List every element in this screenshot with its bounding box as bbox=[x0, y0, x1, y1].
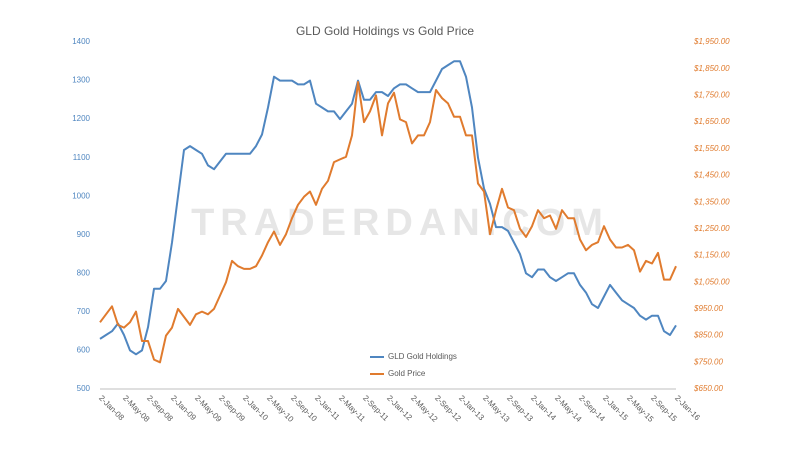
y2-tick-label: $1,450.00 bbox=[693, 171, 730, 180]
y2-tick-label: $1,950.00 bbox=[693, 37, 730, 46]
y-tick-label: 500 bbox=[77, 384, 91, 393]
watermark: TRADERDAN.COM bbox=[191, 202, 609, 244]
y2-tick-label: $1,850.00 bbox=[693, 64, 730, 73]
x-tick-label: 2-Jan-16 bbox=[673, 394, 702, 423]
y2-tick-label: $650.00 bbox=[693, 384, 723, 393]
legend-label: GLD Gold Holdings bbox=[388, 352, 457, 361]
series-line bbox=[99, 81, 677, 364]
y-tick-label: 1000 bbox=[72, 191, 90, 200]
chart-title: GLD Gold Holdings vs Gold Price bbox=[296, 24, 474, 38]
y-tick-label: 1200 bbox=[72, 114, 90, 123]
y-tick-label: 1100 bbox=[73, 153, 91, 162]
y2-tick-label: $1,050.00 bbox=[693, 277, 730, 286]
y2-tick-label: $1,650.00 bbox=[693, 117, 730, 126]
y2-tick-label: $1,550.00 bbox=[693, 144, 730, 153]
y2-tick-label: $1,350.00 bbox=[693, 197, 730, 206]
y-tick-label: 1300 bbox=[72, 76, 90, 85]
series-line bbox=[99, 60, 677, 356]
y2-tick-label: $750.00 bbox=[693, 357, 723, 366]
y-tick-label: 1400 bbox=[72, 37, 90, 46]
y2-tick-label: $1,150.00 bbox=[693, 251, 730, 260]
legend-label: Gold Price bbox=[388, 369, 426, 378]
y-tick-label: 800 bbox=[77, 268, 91, 277]
y-tick-label: 900 bbox=[77, 230, 91, 239]
y2-tick-label: $850.00 bbox=[693, 331, 723, 340]
y2-tick-label: $1,750.00 bbox=[693, 90, 730, 99]
y2-tick-label: $1,250.00 bbox=[693, 224, 730, 233]
y-tick-label: 600 bbox=[77, 346, 91, 355]
y2-tick-label: $950.00 bbox=[693, 304, 723, 313]
y-tick-label: 700 bbox=[77, 307, 91, 316]
